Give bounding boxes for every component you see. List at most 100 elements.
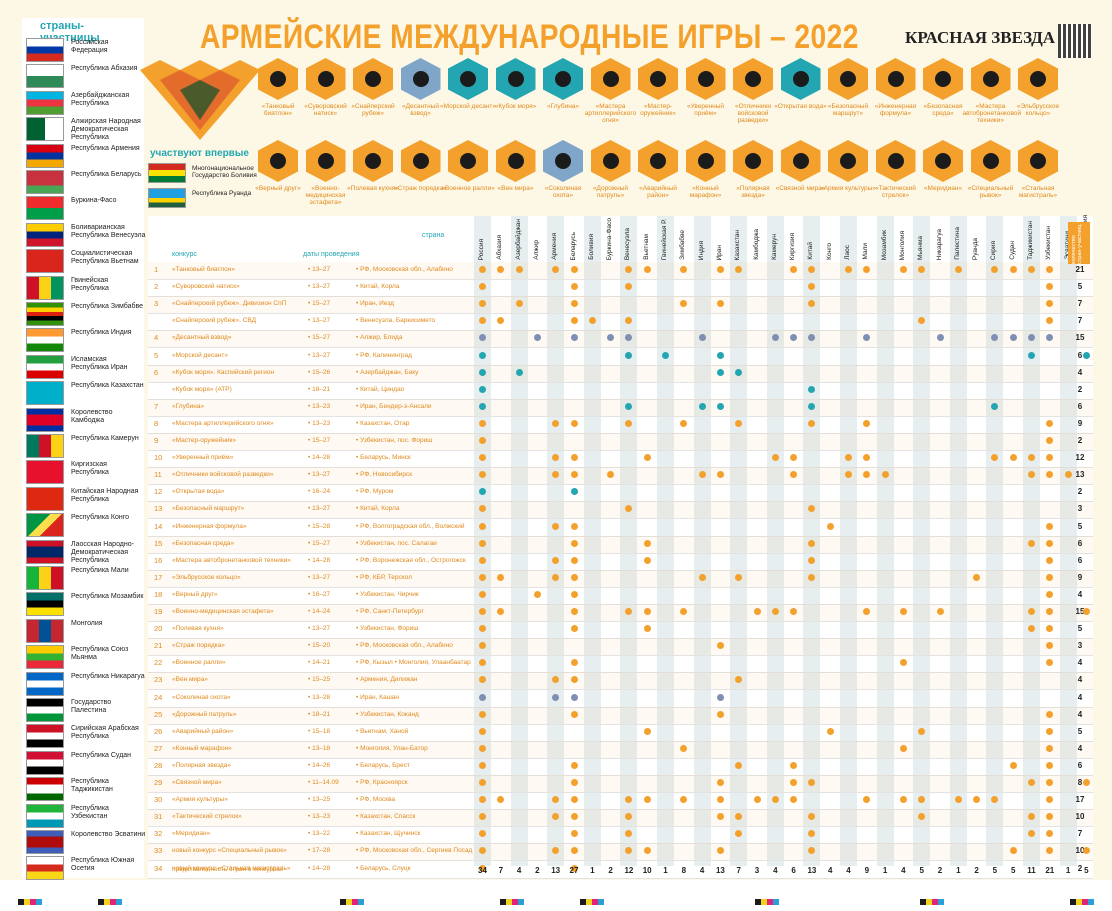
country-flag: [26, 830, 64, 854]
contest-name: «Соколиная охота»: [172, 693, 231, 701]
country-item: Республика Мали: [26, 564, 144, 590]
participation-dot: [1028, 471, 1035, 479]
participation-dot: [918, 727, 926, 735]
contest-country-count: 4: [1077, 367, 1083, 377]
country-item: Азербайджанская Республика: [26, 89, 144, 115]
contest-name: «Мастера артиллерийского огня»: [172, 419, 274, 427]
country-flag: [26, 777, 64, 802]
contest-country-count: 4: [1077, 743, 1083, 753]
country-column-header: Монголия: [895, 220, 912, 260]
participation-dot: [1028, 813, 1035, 821]
contest-dates: • 13–27: [308, 471, 331, 479]
contest-icon-label: «Морской десант»: [440, 103, 497, 110]
country-column-header: Руанда: [968, 220, 985, 260]
participation-dot: [625, 334, 633, 342]
contest-dates: • 13–27: [308, 351, 331, 359]
country-column-header: Азербайджан: [511, 219, 528, 260]
table-row: 27 «Конный марафон» • 13–18 • Монголия, Ула…: [148, 740, 1093, 759]
country-column-header: Буркина-Фасо: [602, 218, 619, 260]
table-header-total: количество стран-участниц: [1068, 222, 1090, 264]
registration-swatch: [767, 899, 773, 905]
country-column-header: Никарагуа: [932, 220, 949, 260]
country-column-header: Конго: [822, 220, 839, 260]
participation-dot: [753, 608, 761, 615]
country-column-stripe: [986, 216, 1004, 866]
table-row: 15 «Безопасная среда» • 15–27 • Узбекистан,…: [148, 535, 1093, 554]
country-column-stripe: [840, 216, 857, 866]
contest-country-count: 15: [1075, 607, 1085, 616]
row-number: 7: [154, 401, 159, 411]
contest-name: «Тактический стрелок»: [172, 813, 242, 821]
registration-swatch: [30, 899, 36, 905]
table-row: 9 «Мастер-оружейник» • 15–27 • Узбекистан, …: [148, 433, 1093, 451]
participation-dot: [716, 813, 724, 821]
participation-dot: [826, 522, 834, 530]
participation-dot: [479, 505, 486, 513]
contest-icon: [780, 140, 821, 182]
participation-dot: [533, 590, 541, 598]
participation-dot: [863, 334, 871, 342]
participation-dot: [881, 471, 889, 479]
country-name: Боливарианская Республика Венесуэла: [71, 223, 146, 239]
registration-swatch: [346, 899, 352, 905]
country-column-header: Беларусь: [566, 220, 583, 260]
participation-dot: [808, 847, 816, 855]
qr-code-icon: [1058, 24, 1092, 58]
row-number: 8: [154, 418, 159, 428]
registration-swatch: [592, 899, 598, 905]
country-total: 4: [901, 866, 906, 875]
contest-place: • Казахстан, Отар: [356, 419, 410, 427]
participation-dot: [698, 402, 706, 410]
participation-dot: [479, 351, 486, 359]
contest-country-count: 3: [1077, 504, 1083, 514]
participation-dot: [790, 761, 798, 769]
contest-place: • Армения, Дилижан: [356, 676, 418, 684]
participation-dot: [991, 402, 999, 410]
participation-dot: [479, 830, 486, 838]
contest-icon: [828, 58, 868, 100]
country-total: 2: [937, 866, 943, 875]
registration-swatch: [18, 899, 24, 905]
participation-dot: [918, 796, 926, 804]
contest-icon-label: «Специальный рывок»: [967, 185, 1014, 199]
participation-dot: [552, 556, 560, 564]
country-column-header: Узбекистан: [1041, 220, 1058, 260]
country-column-header: Камбоджа: [749, 220, 766, 260]
participation-dot: [1046, 744, 1054, 752]
contest-dates: • 15–20: [308, 642, 331, 650]
participation-dot: [479, 402, 486, 410]
country-column-label: Алжир: [532, 240, 540, 260]
participation-dot: [716, 471, 724, 479]
table-row: 10 «Уверенный приём» • 14–28 • Беларусь, Ми…: [148, 450, 1093, 469]
contest-place: • Беларусь, Минск: [356, 454, 411, 462]
contest-icon: [685, 140, 726, 182]
contest-icon-label: «Десантный взвод»: [402, 103, 439, 117]
participation-dot: [808, 830, 816, 838]
contest-icon-label: «Меридиан»: [923, 185, 963, 192]
contest-place: • Венесуэла, Баркисимето: [356, 317, 436, 325]
registration-swatch: [24, 899, 30, 905]
registration-swatch: [352, 899, 358, 905]
country-total: 1: [1065, 866, 1071, 875]
participation-dot: [899, 744, 907, 752]
contest-name: «Эльбрусское кольцо»: [172, 573, 241, 581]
contest-name: новый конкурс «Стальная магистраль»: [172, 864, 291, 872]
participation-dot: [1082, 847, 1090, 855]
contest-place: • Казахстан, Спасск: [356, 813, 416, 821]
participation-dot: [771, 796, 779, 804]
contest-icon-label: «Танковый биатлон»: [261, 103, 295, 117]
table-row: 31 «Тактический стрелок» • 13–23 • Казахста…: [148, 809, 1093, 828]
contest-dates: • 13–27: [308, 317, 331, 325]
participation-dot: [625, 505, 633, 513]
country-column-header: Мозамбик: [877, 220, 894, 260]
country-total: 7: [736, 866, 741, 875]
country-column-label: Китай: [807, 242, 815, 260]
participation-dot: [790, 796, 798, 804]
country-item: Республика Беларусь: [26, 168, 144, 194]
country-total: 5: [1084, 866, 1089, 875]
registration-swatch: [1070, 899, 1076, 905]
participation-dot: [1046, 590, 1054, 598]
country-name: Гвинейская Республика: [71, 276, 109, 292]
registration-swatch: [761, 899, 767, 905]
contest-name: «Безопасный маршрут»: [172, 505, 245, 513]
